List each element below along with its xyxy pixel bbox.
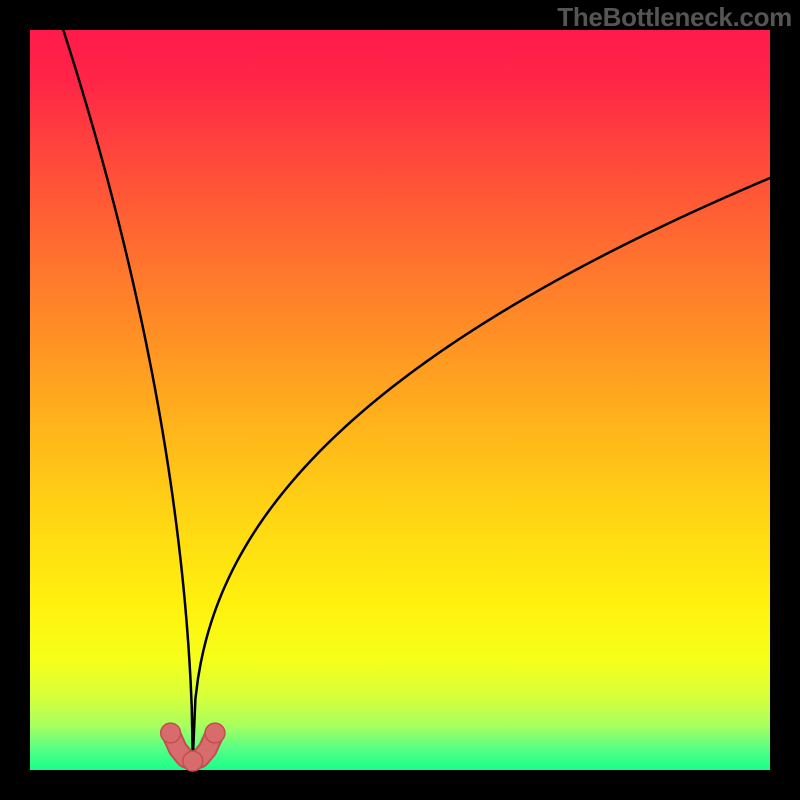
chart-svg <box>0 0 800 800</box>
bottleneck-chart: TheBottleneck.com <box>0 0 800 800</box>
valley-marker-dot <box>161 723 181 743</box>
watermark-text: TheBottleneck.com <box>557 2 792 33</box>
gradient-background <box>30 30 770 770</box>
valley-marker-dot <box>183 751 203 771</box>
valley-marker-dot <box>205 723 225 743</box>
